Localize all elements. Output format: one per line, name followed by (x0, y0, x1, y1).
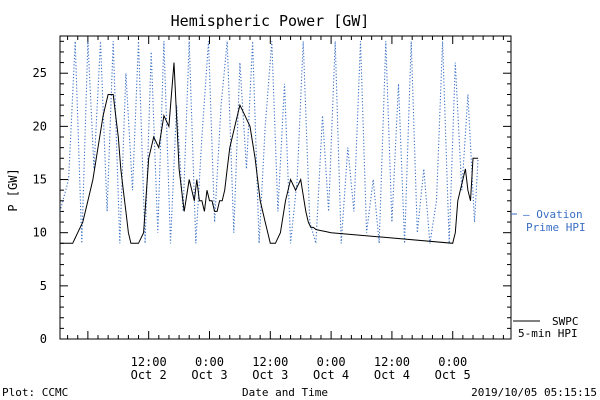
y-tick-label: 5 (40, 279, 47, 293)
y-tick-label: 20 (33, 119, 47, 133)
plot-timestamp: 2019/10/05 05:15:15 (471, 386, 597, 399)
x-tick-time-label: 0:00 (195, 355, 224, 369)
plot-credit: Plot: CCMC (2, 386, 68, 399)
y-axis-label: P [GW] (6, 168, 20, 211)
chart-title: Hemispheric Power [GW] (171, 12, 370, 30)
y-tick-label: 10 (33, 226, 47, 240)
x-tick-date-label: Oct 3 (191, 368, 227, 382)
x-tick-time-label: 0:00 (317, 355, 346, 369)
x-tick-date-label: Oct 3 (252, 368, 288, 382)
x-tick-date-label: Oct 4 (374, 368, 410, 382)
x-tick-time-label: 0:00 (438, 355, 467, 369)
series-swpc-hpi-line (60, 62, 479, 244)
y-tick-label: 0 (40, 332, 47, 346)
x-tick-time-label: 12:00 (252, 355, 288, 369)
x-tick-time-label: 12:00 (131, 355, 167, 369)
x-tick-date-label: Oct 4 (313, 368, 349, 382)
y-tick-label: 25 (33, 66, 47, 80)
legend-swpc-line1: SWPC (552, 315, 579, 328)
legend-swpc-line2: 5-min HPI (518, 327, 578, 340)
legend-ovation-line2: Prime HPI (526, 221, 586, 234)
y-tick-label: 15 (33, 173, 47, 187)
legend-ovation-line1: — Ovation (523, 208, 583, 221)
x-tick-date-label: Oct 5 (435, 368, 471, 382)
series-ovation-prime-line (60, 41, 479, 244)
x-tick-time-label: 12:00 (374, 355, 410, 369)
y-axis: 0 5 10 15 20 25 (33, 40, 511, 346)
plot-frame (59, 35, 512, 340)
series-layer (60, 41, 479, 244)
x-tick-date-label: Oct 2 (131, 368, 167, 382)
x-axis-label: Date and Time (242, 386, 328, 399)
